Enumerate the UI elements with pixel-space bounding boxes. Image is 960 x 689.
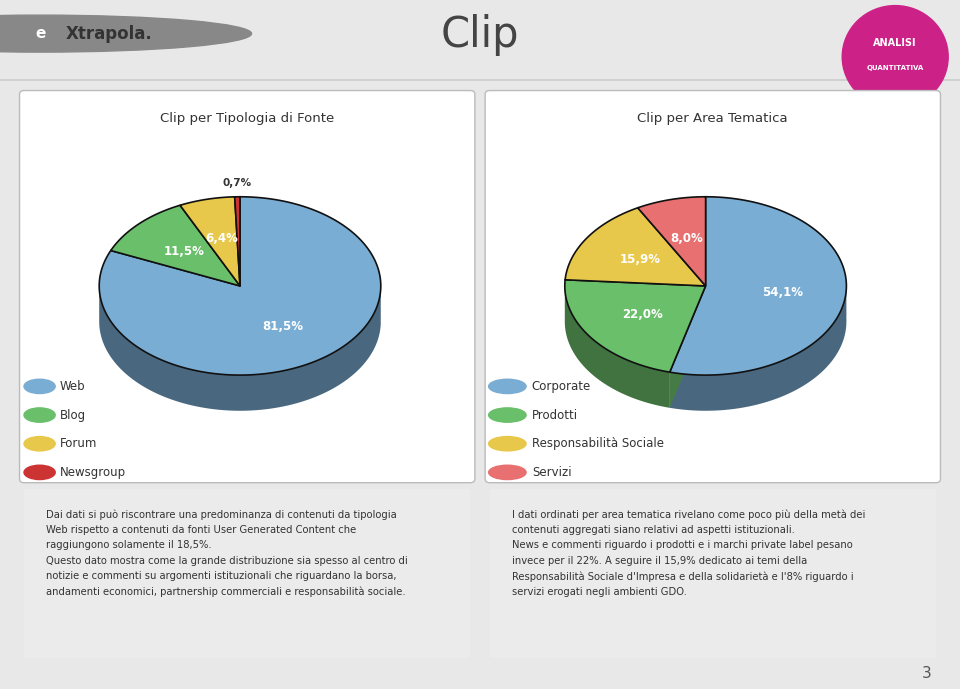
Text: Web: Web (60, 380, 85, 393)
Text: Clip per Tipologia di Fonte: Clip per Tipologia di Fonte (160, 112, 334, 125)
Polygon shape (110, 205, 240, 286)
Circle shape (489, 465, 526, 480)
Polygon shape (565, 208, 706, 286)
FancyBboxPatch shape (485, 90, 941, 483)
Circle shape (842, 6, 948, 108)
Text: e: e (36, 26, 45, 41)
Polygon shape (670, 286, 847, 411)
Text: 81,5%: 81,5% (262, 320, 303, 333)
Text: 54,1%: 54,1% (762, 286, 803, 299)
Circle shape (24, 437, 55, 451)
Text: 0,7%: 0,7% (223, 178, 252, 188)
Text: Newsgroup: Newsgroup (60, 466, 126, 479)
Circle shape (489, 379, 526, 393)
Text: 6,4%: 6,4% (205, 232, 238, 245)
Circle shape (24, 465, 55, 480)
Polygon shape (99, 286, 381, 411)
Polygon shape (180, 197, 240, 286)
Text: Servizi: Servizi (532, 466, 571, 479)
Text: 15,9%: 15,9% (620, 253, 660, 266)
Text: 22,0%: 22,0% (622, 308, 663, 321)
Text: QUANTITATIVA: QUANTITATIVA (867, 65, 924, 70)
Circle shape (24, 379, 55, 393)
Text: Clip: Clip (441, 14, 519, 56)
Polygon shape (99, 197, 381, 375)
Circle shape (24, 408, 55, 422)
Circle shape (489, 408, 526, 422)
Text: Forum: Forum (60, 438, 97, 450)
Polygon shape (670, 197, 847, 375)
Text: Corporate: Corporate (532, 380, 591, 393)
Text: 11,5%: 11,5% (164, 245, 204, 258)
Text: Prodotti: Prodotti (532, 409, 578, 422)
Text: 8,0%: 8,0% (670, 232, 703, 245)
Polygon shape (637, 197, 706, 286)
Text: Blog: Blog (60, 409, 86, 422)
Polygon shape (670, 286, 706, 408)
Text: I dati ordinati per area tematica rivelano come poco più della metà dei
contenut: I dati ordinati per area tematica rivela… (512, 509, 865, 597)
Text: ANALISI: ANALISI (874, 38, 917, 48)
Polygon shape (564, 280, 706, 372)
Polygon shape (234, 197, 240, 286)
Polygon shape (670, 286, 706, 408)
Text: Clip per Area Tematica: Clip per Area Tematica (637, 112, 788, 125)
Circle shape (489, 437, 526, 451)
FancyBboxPatch shape (19, 90, 475, 483)
Text: Responsabilità Sociale: Responsabilità Sociale (532, 438, 664, 450)
Text: Dai dati si può riscontrare una predominanza di contenuti da tipologia
Web rispe: Dai dati si può riscontrare una predomin… (46, 509, 408, 597)
FancyBboxPatch shape (485, 488, 941, 659)
FancyBboxPatch shape (19, 488, 475, 659)
Polygon shape (564, 286, 670, 408)
Circle shape (0, 15, 252, 52)
Text: Xtrapola.: Xtrapola. (65, 25, 152, 43)
Text: 3: 3 (922, 666, 931, 681)
